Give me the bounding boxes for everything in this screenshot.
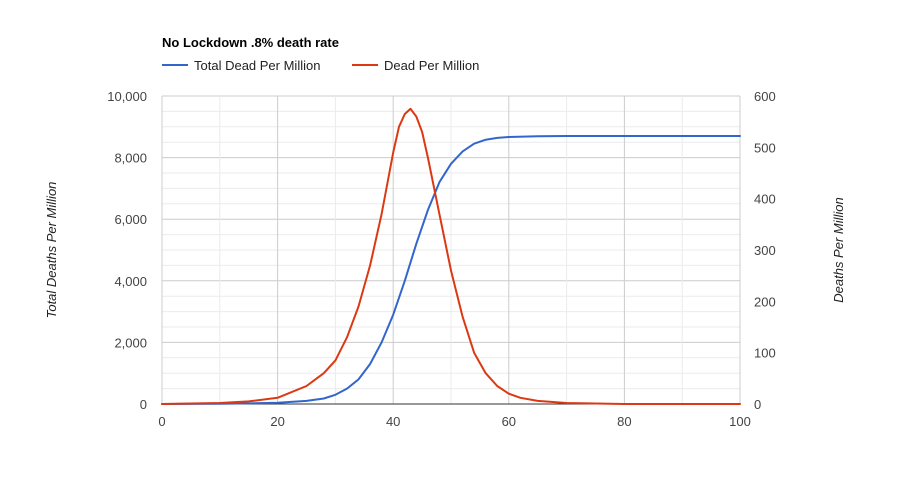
left-y-tick-label: 8,000 [114, 151, 147, 166]
legend-label-dead: Dead Per Million [384, 58, 479, 73]
x-tick-label: 40 [386, 414, 400, 429]
right-y-tick-label: 200 [754, 294, 776, 309]
left-y-tick-label: 10,000 [107, 89, 147, 104]
gridlines [161, 95, 741, 405]
plot-lines [161, 107, 741, 405]
series-line-total-dead [161, 135, 741, 405]
x-tick-label: 80 [617, 414, 631, 429]
left-axis-title: Total Deaths Per Million [44, 182, 59, 319]
x-tick-label: 60 [502, 414, 516, 429]
left-y-tick-label: 4,000 [114, 274, 147, 289]
right-axis-title: Deaths Per Million [831, 197, 846, 303]
right-y-tick-label: 600 [754, 89, 776, 104]
left-axis-ticks: 0 2,000 4,000 6,000 8,000 10,000 [107, 89, 147, 412]
legend-label-total-dead: Total Dead Per Million [194, 58, 320, 73]
x-axis-ticks: 0 20 40 60 80 100 [158, 414, 750, 429]
legend: Total Dead Per Million Dead Per Million [162, 58, 479, 73]
chart-title: No Lockdown .8% death rate [162, 35, 339, 50]
right-y-tick-label: 100 [754, 346, 776, 361]
series-line-dead [161, 107, 741, 405]
left-y-tick-label: 0 [140, 397, 147, 412]
x-tick-label: 20 [270, 414, 284, 429]
right-y-tick-label: 0 [754, 397, 761, 412]
right-y-tick-label: 400 [754, 192, 776, 207]
right-axis-ticks: 0 100 200 300 400 500 600 [754, 89, 776, 412]
right-y-tick-label: 300 [754, 243, 776, 258]
x-tick-label: 0 [158, 414, 165, 429]
x-tick-label: 100 [729, 414, 751, 429]
left-y-tick-label: 2,000 [114, 335, 147, 350]
right-y-tick-label: 500 [754, 140, 776, 155]
left-y-tick-label: 6,000 [114, 212, 147, 227]
